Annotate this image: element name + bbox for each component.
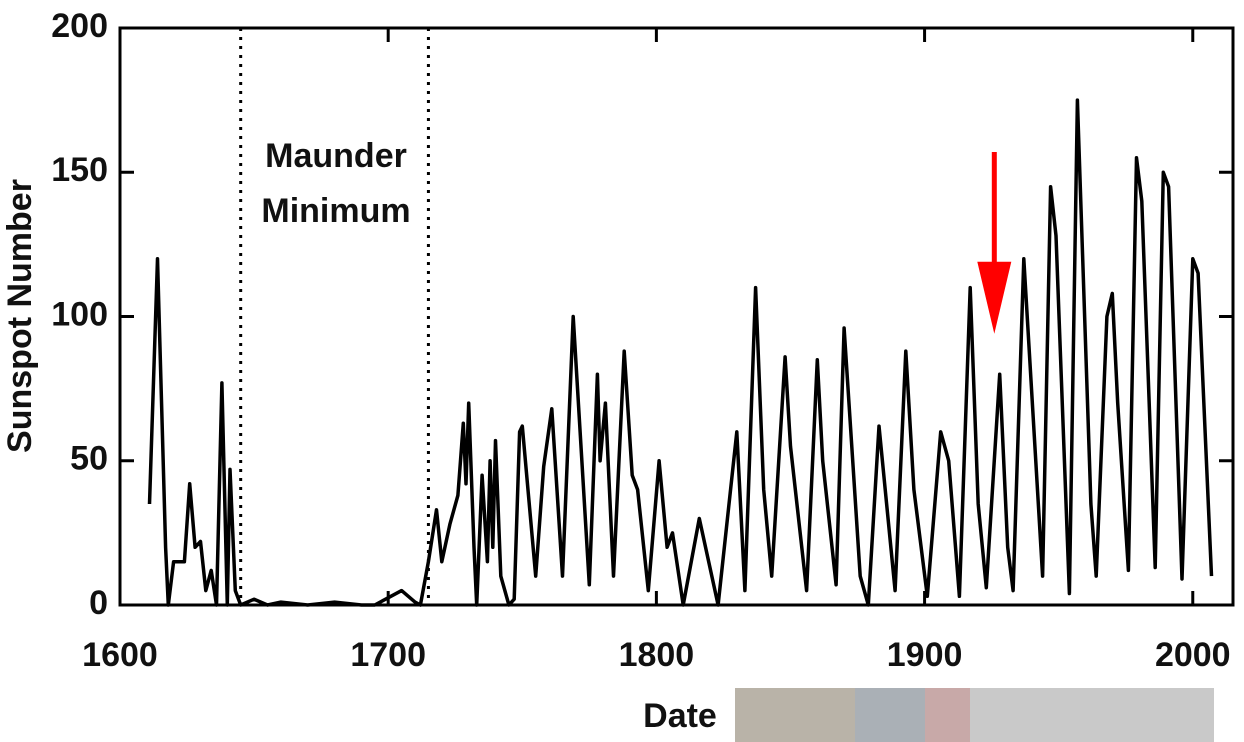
y-tick-label: 0 [89, 584, 108, 622]
annotation: Minimum [261, 192, 410, 230]
photo-strip [735, 688, 855, 742]
photo-strip [925, 688, 970, 742]
x-tick-label: 2000 [1155, 636, 1231, 674]
arrow-head [977, 261, 1012, 334]
y-axis-label: Sunspot Number [1, 179, 39, 453]
sunspot-line [147, 98, 1214, 607]
annotation: Maunder [265, 137, 407, 175]
y-tick-label: 200 [51, 7, 108, 45]
y-tick-label: 150 [51, 151, 108, 189]
y-tick-label: 50 [70, 440, 108, 478]
x-tick-label: 1600 [82, 636, 158, 674]
x-tick-label: 1800 [619, 636, 695, 674]
x-tick-label: 1700 [350, 636, 426, 674]
y-tick-label: 100 [51, 295, 108, 333]
x-axis-label: Date [643, 697, 717, 735]
photo-strip [970, 688, 1214, 742]
x-tick-label: 1900 [887, 636, 963, 674]
photo-strip [855, 688, 925, 742]
